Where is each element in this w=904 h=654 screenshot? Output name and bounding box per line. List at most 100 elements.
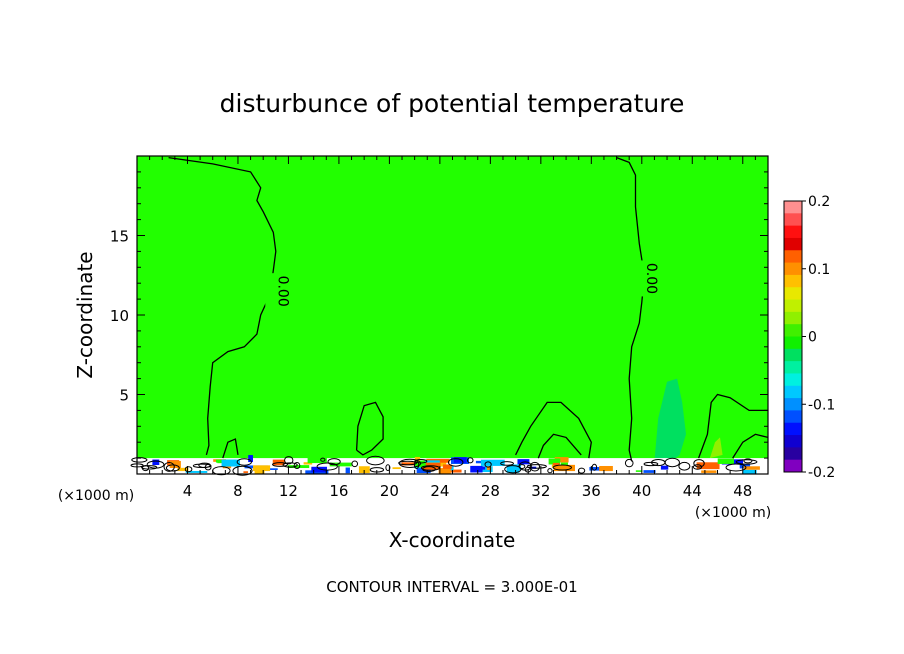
surface-patch xyxy=(307,456,327,464)
surface-contour xyxy=(398,460,417,466)
surface-contour xyxy=(165,464,180,472)
surface-contour xyxy=(484,461,492,468)
surface-patch xyxy=(589,467,607,471)
surface-contour xyxy=(529,461,541,472)
x-tick-label: 24 xyxy=(430,482,449,500)
x-tick-label: 16 xyxy=(329,482,348,500)
surface-patch xyxy=(311,466,327,473)
colorbar-swatch xyxy=(784,262,802,276)
x-tick-label: 12 xyxy=(279,482,298,500)
surface-contour xyxy=(743,458,753,464)
surface-patch xyxy=(743,466,760,470)
surface-patch xyxy=(248,455,253,463)
surface-contour xyxy=(272,462,289,467)
colorbar-swatch xyxy=(784,336,802,350)
surface-contour xyxy=(500,461,514,466)
surface-patch xyxy=(303,462,313,465)
colorbar-swatch xyxy=(784,250,802,264)
x-tick-label: 28 xyxy=(481,482,500,500)
surface-patch xyxy=(446,469,462,473)
surface-contour xyxy=(236,458,252,466)
x-tick-label: 20 xyxy=(380,482,399,500)
surface-noise-band xyxy=(130,455,768,476)
surface-contour xyxy=(725,463,747,472)
surface-patch xyxy=(329,462,352,467)
chart-title: disturbunce of potential temperature xyxy=(220,89,685,118)
x-tick-label: 40 xyxy=(632,482,651,500)
colorbar-tick-label: 0.1 xyxy=(808,262,830,278)
surface-contour xyxy=(320,457,326,462)
x-tick-label: 32 xyxy=(531,482,550,500)
surface-patch xyxy=(287,465,310,469)
surface-patch xyxy=(169,460,181,469)
y-tick-label: 5 xyxy=(119,387,129,405)
contour-interval-note: CONTOUR INTERVAL = 3.000E-01 xyxy=(326,578,577,596)
x-tick-label: 8 xyxy=(233,482,243,500)
x-unit-label-left: (×1000 m) xyxy=(58,488,134,504)
contour-label-mask xyxy=(265,273,282,310)
colorbar: 0.2 0.1 0 -0.1 -0.2 xyxy=(783,194,835,481)
contour-line-1 xyxy=(616,156,645,462)
surface-contour xyxy=(624,458,634,468)
surface-patch xyxy=(152,459,160,466)
surface-patch xyxy=(506,465,520,473)
colorbar-swatch xyxy=(784,225,802,239)
surface-patch xyxy=(552,462,560,466)
surface-patch xyxy=(221,459,240,467)
surface-patch xyxy=(696,462,720,470)
surface-patch xyxy=(553,464,576,472)
colorbar-swatch xyxy=(784,373,802,387)
colorbar-swatch xyxy=(784,324,802,337)
surface-contour xyxy=(282,462,298,468)
surface-contour xyxy=(643,461,659,467)
surface-patch xyxy=(424,460,440,463)
surface-contour xyxy=(146,460,165,469)
surface-contour xyxy=(141,465,158,470)
surface-contour xyxy=(591,463,598,471)
surface-contour xyxy=(163,461,175,472)
colorbar-swatch xyxy=(784,435,802,448)
surface-contour xyxy=(447,458,464,467)
colorbar-swatch xyxy=(784,237,802,251)
colorbar-swatch xyxy=(784,299,802,313)
surface-patch xyxy=(177,467,189,472)
surface-contour xyxy=(664,457,680,468)
surface-contour xyxy=(316,462,338,471)
surface-contour xyxy=(232,465,253,476)
x-tick-label: 4 xyxy=(183,482,193,500)
surface-patch xyxy=(548,458,561,465)
surface-patch xyxy=(480,459,505,466)
colorbar-swatch xyxy=(784,410,802,424)
surface-patch xyxy=(599,465,613,472)
surface-patch xyxy=(401,462,417,466)
surface-patch xyxy=(185,470,208,473)
x-tick-label: 36 xyxy=(582,482,601,500)
surface-patch xyxy=(643,470,656,473)
contour-line-2 xyxy=(355,401,384,456)
colorbar-swatch xyxy=(784,447,802,461)
surface-patch xyxy=(243,471,248,473)
surface-patch xyxy=(253,465,271,472)
surface-contour xyxy=(693,459,705,468)
surface-patch xyxy=(554,457,569,463)
surface-contour xyxy=(366,455,385,466)
colorbar-swatch xyxy=(784,385,802,399)
colorbar-swatch xyxy=(784,201,802,214)
colorbar-swatch xyxy=(784,348,802,362)
x-tick-label: 48 xyxy=(733,482,752,500)
x-tick-label: 44 xyxy=(683,482,702,500)
surface-patch xyxy=(660,465,669,470)
shaded-region-1 xyxy=(709,437,723,459)
surface-contour xyxy=(293,462,301,470)
contour-line-7 xyxy=(732,433,769,459)
surface-contour xyxy=(735,459,758,465)
surface-contour xyxy=(552,464,572,471)
contour-line-5 xyxy=(222,438,239,459)
shaded-region-0 xyxy=(654,378,686,465)
contour-label-0: 0.00 xyxy=(274,276,290,307)
surface-patch xyxy=(635,470,643,472)
surface-contour xyxy=(284,456,294,465)
colorbar-tick-label: 0 xyxy=(808,330,817,346)
surface-patch xyxy=(392,467,401,470)
